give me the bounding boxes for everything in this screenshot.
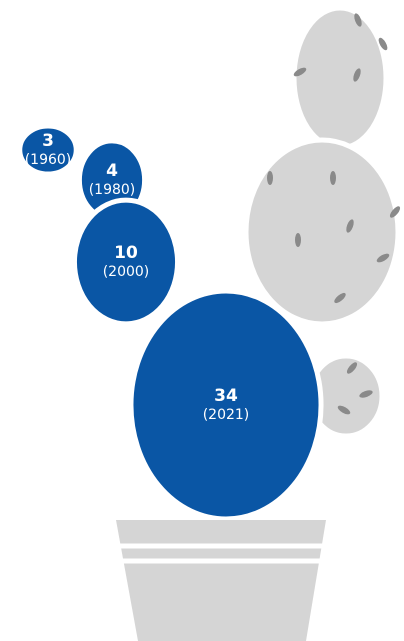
spine xyxy=(295,233,301,247)
value-label: 4 xyxy=(106,161,118,181)
spine xyxy=(346,219,354,233)
spines xyxy=(267,13,401,415)
spine xyxy=(337,405,351,415)
year-label: (1960) xyxy=(25,152,72,168)
spine xyxy=(334,292,346,304)
year-label: (2000) xyxy=(103,264,150,280)
spine xyxy=(359,390,373,398)
grey-pads xyxy=(243,5,401,439)
pot-body xyxy=(116,520,326,641)
year-label: (2021) xyxy=(203,407,250,423)
value-label: 10 xyxy=(114,243,138,263)
grey-pad xyxy=(291,5,389,151)
pad xyxy=(128,288,324,522)
value-label: 34 xyxy=(214,386,238,406)
spine xyxy=(354,13,362,27)
spine xyxy=(267,171,273,185)
pad xyxy=(71,197,181,327)
spine xyxy=(293,67,307,77)
data-pads: 3(1960) 4(1980) 10(2000) 34(2021) xyxy=(17,123,324,522)
year-label: (1980) xyxy=(89,182,136,198)
spine xyxy=(389,206,401,218)
spine xyxy=(353,68,361,82)
pad xyxy=(17,123,79,177)
value-label: 3 xyxy=(42,131,54,151)
pot xyxy=(116,520,326,641)
spine xyxy=(378,37,388,51)
spine xyxy=(346,362,358,374)
grey-pad xyxy=(243,137,401,327)
spine xyxy=(330,171,336,185)
spine xyxy=(376,253,390,263)
